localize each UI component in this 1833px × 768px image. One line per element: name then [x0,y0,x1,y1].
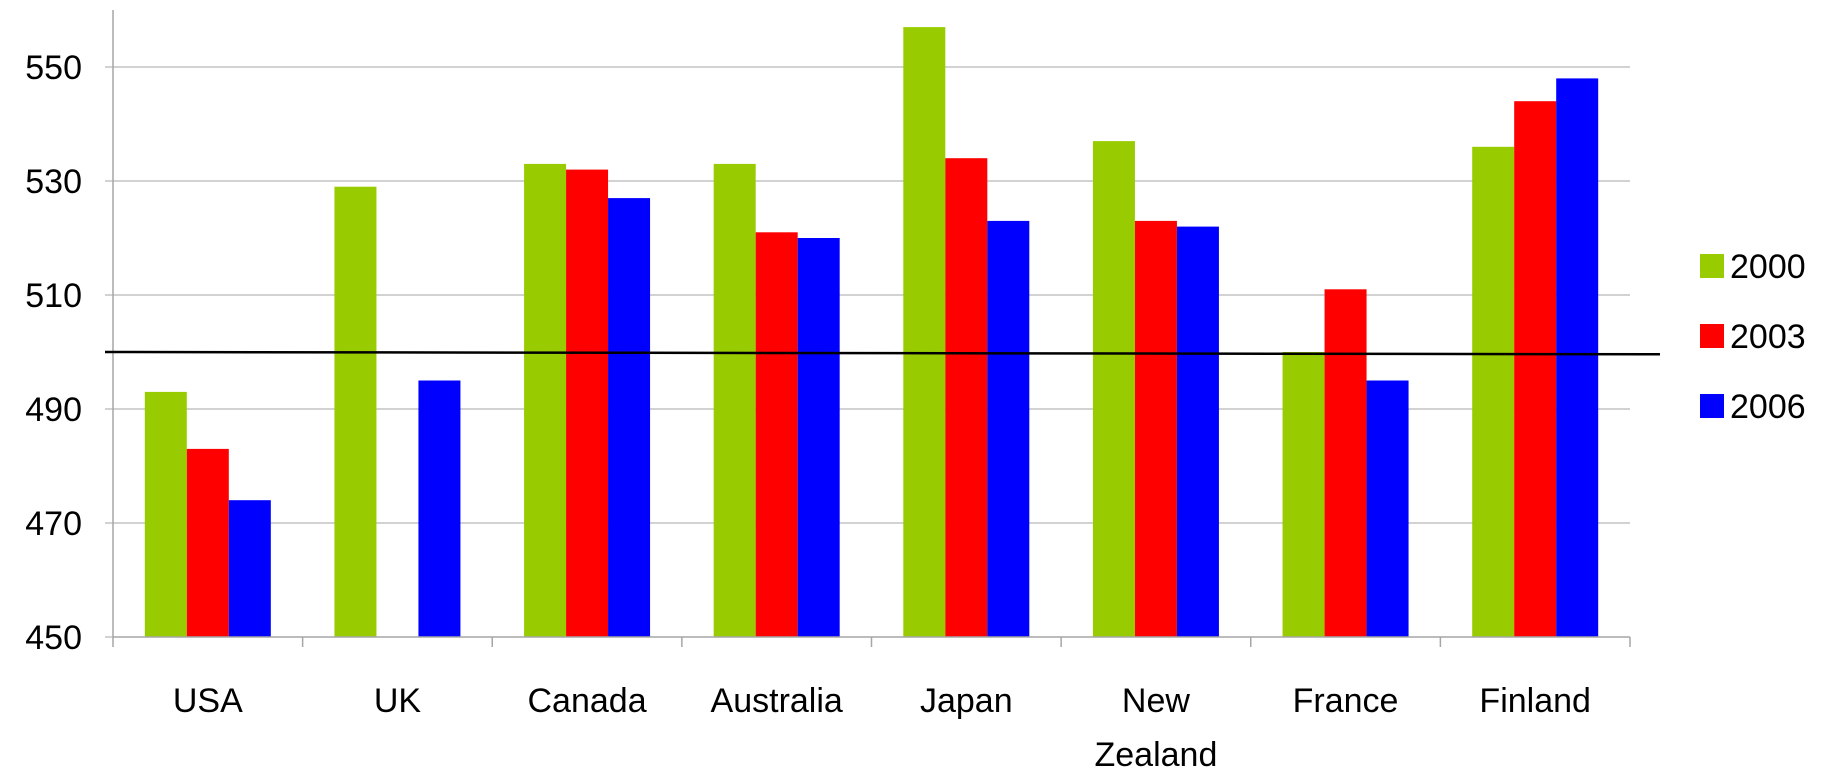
y-tick-label: 470 [25,505,82,543]
bars [144,27,1599,638]
bar-2000-australia [713,163,756,637]
y-tick-label: 530 [25,163,82,201]
bar-2006-new-zealand [1176,226,1219,637]
x-tick-label-line: Canada [528,682,647,720]
bar-2003-france [1324,289,1367,637]
bar-2000-japan [903,27,946,638]
bar-2006-usa [228,500,271,637]
bar-2006-japan [987,220,1030,637]
bar-2000-france [1282,352,1325,637]
legend-swatch-2000 [1700,254,1724,278]
legend-label-2006: 2006 [1730,388,1806,426]
x-tick-label-line: Finland [1479,682,1591,720]
bar-2006-uk [418,380,461,637]
bar-2003-japan [945,158,988,637]
legend-swatch-2003 [1700,324,1724,348]
y-tick-labels: 450 470 490 510 530 550 [25,49,82,657]
reference-line-group [104,350,1661,356]
y-tick-label: 550 [25,49,82,87]
bar-2003-usa [186,448,229,637]
bar-2003-canada [566,169,609,637]
bar-2000-usa [144,391,187,637]
x-tick-label-line: New [1122,682,1190,720]
bar-2003-new-zealand [1134,220,1177,637]
legend: 2000 2003 2006 [1700,248,1806,426]
x-tick-label: USA [173,682,243,720]
x-tick-label-line: USA [173,682,243,720]
bar-2000-canada [524,163,567,637]
x-tick-label: Japan [920,682,1013,720]
x-tick-label: UK [374,682,422,720]
bar-2006-finland [1556,78,1599,637]
bar-2000-finland [1472,146,1515,638]
bar-2006-france [1366,380,1409,637]
x-tick-label-line: Australia [711,682,843,720]
x-tick-label-line: Japan [920,682,1013,720]
bar-2000-uk [334,186,377,637]
x-tick-label: New Zealand [1095,682,1218,768]
axes [105,10,1631,647]
bar-2006-canada [608,198,651,637]
bar-2000-new-zealand [1092,141,1135,637]
legend-label-2000: 2000 [1730,248,1806,286]
x-tick-label: Australia [711,682,843,720]
bar-2003-australia [755,232,798,638]
legend-swatch-2006 [1700,394,1724,418]
y-tick-label: 510 [25,277,82,315]
legend-label-2003: 2003 [1730,318,1806,356]
y-tick-label: 490 [25,391,82,429]
x-tick-label: Finland [1479,682,1591,720]
x-tick-label: Canada [528,682,647,720]
x-tick-label: France [1293,682,1399,720]
category-labels: USA UK Canada Australia Japan New Zealand Franc… [173,682,1591,768]
bar-2003-finland [1514,101,1557,637]
reference-line [104,350,1661,356]
x-tick-label-line: Zealand [1095,736,1218,768]
bar-2006-australia [797,238,840,637]
x-tick-label-line: France [1293,682,1399,720]
y-tick-label: 450 [25,619,82,657]
x-tick-label-line: UK [374,682,422,720]
